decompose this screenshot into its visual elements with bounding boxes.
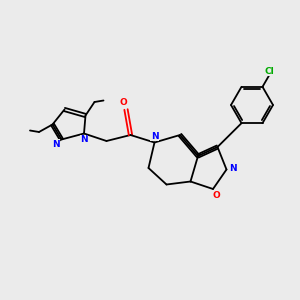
Text: O: O <box>212 191 220 200</box>
Text: N: N <box>151 132 158 141</box>
Text: N: N <box>80 135 88 144</box>
Text: O: O <box>120 98 128 107</box>
Text: N: N <box>52 140 59 148</box>
Text: N: N <box>229 164 236 172</box>
Text: Cl: Cl <box>265 67 275 76</box>
